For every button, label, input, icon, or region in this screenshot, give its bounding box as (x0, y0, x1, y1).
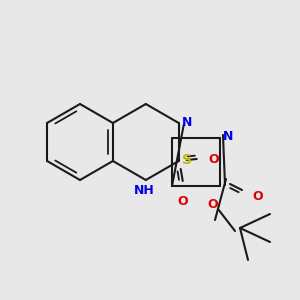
Text: O: O (209, 152, 219, 166)
Text: S: S (182, 153, 192, 167)
Text: O: O (252, 190, 262, 202)
Text: O: O (177, 195, 188, 208)
Text: O: O (208, 198, 218, 211)
Text: N: N (223, 130, 233, 143)
Text: NH: NH (134, 184, 154, 197)
Text: N: N (182, 116, 192, 128)
